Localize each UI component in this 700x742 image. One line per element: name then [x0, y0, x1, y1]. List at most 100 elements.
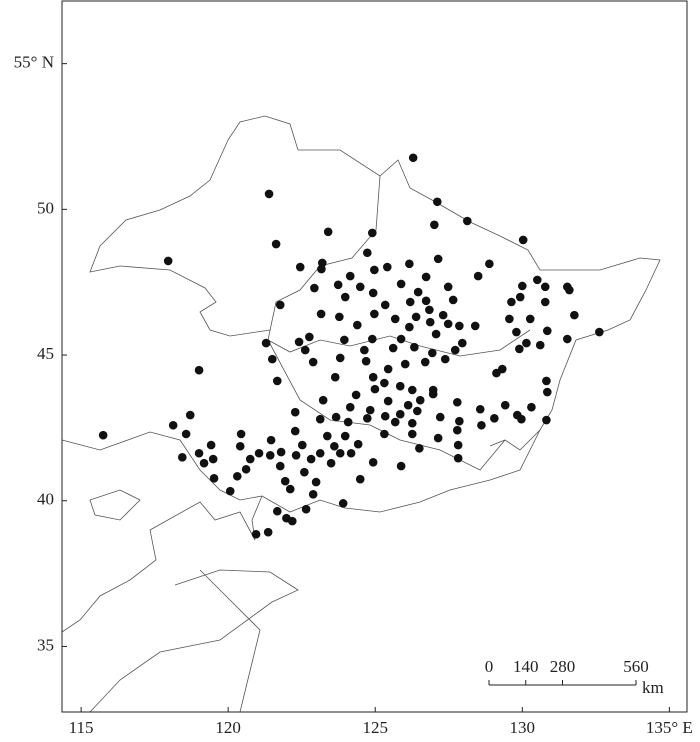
station [285, 484, 295, 494]
station [98, 430, 108, 440]
station [443, 319, 453, 329]
station [430, 220, 439, 230]
station [452, 425, 462, 435]
map-frame [61, 0, 688, 713]
station [365, 405, 375, 415]
station [457, 338, 467, 348]
station [570, 310, 579, 320]
x-tick-label: 130 [510, 718, 536, 737]
station [410, 342, 419, 352]
station [455, 321, 464, 331]
station [405, 322, 414, 332]
station [315, 448, 325, 458]
station [261, 338, 271, 348]
station [360, 345, 369, 355]
station [331, 412, 341, 422]
station [316, 309, 326, 319]
station [345, 271, 355, 281]
station [311, 477, 321, 487]
station [361, 356, 371, 366]
station [407, 429, 417, 439]
station [367, 228, 377, 238]
station [241, 464, 251, 474]
station [181, 429, 191, 439]
station [395, 381, 405, 391]
station [168, 420, 178, 430]
station [368, 372, 378, 382]
station [405, 259, 414, 269]
scale-label: 560 [623, 657, 649, 676]
station [322, 431, 332, 441]
scale-label: 280 [550, 657, 576, 676]
scale-label: 0 [485, 657, 494, 676]
station [330, 372, 340, 382]
station [232, 471, 242, 481]
station [433, 254, 443, 264]
station [340, 335, 349, 345]
station [345, 402, 355, 412]
station [335, 448, 345, 458]
station [383, 396, 393, 406]
station [301, 504, 311, 514]
station [295, 262, 305, 272]
station [235, 441, 245, 451]
station [236, 429, 246, 439]
station [367, 334, 377, 344]
station [305, 332, 314, 342]
station [535, 340, 545, 350]
station [294, 337, 304, 347]
station [264, 189, 274, 199]
station [542, 376, 551, 386]
station [245, 454, 255, 464]
station [412, 406, 422, 416]
station [323, 227, 333, 237]
station [432, 197, 442, 207]
scale-label: 140 [513, 657, 539, 676]
station [443, 282, 453, 292]
station [368, 288, 378, 298]
y-tick-label: 50 [37, 198, 54, 217]
station [403, 400, 413, 410]
station [390, 417, 400, 427]
station [368, 457, 378, 467]
station [388, 343, 398, 353]
station [405, 297, 415, 307]
station [396, 461, 406, 471]
station [490, 413, 499, 423]
station [340, 431, 350, 441]
station [310, 283, 319, 293]
station [595, 327, 604, 337]
station [380, 300, 390, 310]
station [517, 414, 526, 424]
station [346, 448, 356, 458]
station [280, 476, 290, 486]
station [208, 454, 218, 464]
station [185, 410, 195, 420]
station [330, 441, 339, 451]
y-tick-label: 45 [37, 344, 54, 363]
station [290, 426, 300, 436]
station [317, 264, 326, 274]
station [408, 153, 418, 163]
station [275, 300, 285, 310]
station [433, 433, 443, 443]
station [297, 440, 307, 450]
station [421, 296, 431, 306]
station [290, 407, 300, 417]
station [421, 272, 431, 282]
station [355, 474, 365, 484]
station [497, 364, 507, 374]
station [517, 281, 527, 291]
station [565, 285, 574, 295]
station [527, 402, 536, 412]
x-tick-label: 120 [215, 718, 241, 737]
station [477, 420, 486, 430]
station [532, 275, 542, 285]
station [351, 390, 361, 400]
station [306, 454, 316, 464]
station [396, 279, 406, 289]
station [194, 448, 204, 458]
station [452, 397, 462, 407]
station [383, 364, 393, 374]
station [300, 345, 310, 355]
